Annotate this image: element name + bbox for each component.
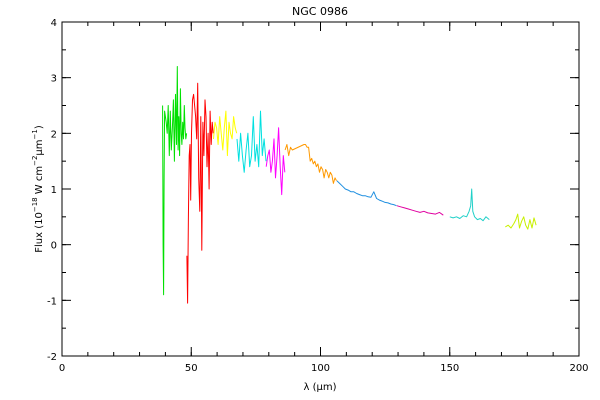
y-axis-label: Flux (10−18 W cm−2μm−1) bbox=[31, 125, 45, 253]
spectrum-segment-9 bbox=[449, 188, 490, 222]
spectrum-segment-7 bbox=[336, 180, 397, 207]
x-axis-ticks: 0 50 100 150 200 bbox=[59, 22, 589, 374]
x-tick-label: 50 bbox=[185, 363, 198, 374]
x-tick-label: 150 bbox=[440, 363, 459, 374]
plot-frame bbox=[61, 21, 580, 357]
x-tick-label: 200 bbox=[569, 363, 588, 374]
y-axis-label-exp2: −2 bbox=[31, 156, 39, 166]
x-tick-label: 100 bbox=[311, 363, 330, 374]
chart-title: NGC 0986 bbox=[292, 5, 348, 18]
y-tick-label: -2 bbox=[47, 352, 57, 363]
y-axis-label-mid1: W cm bbox=[34, 166, 45, 197]
plot-area bbox=[162, 66, 537, 304]
y-axis-label-mid2: μm bbox=[34, 139, 45, 155]
y-axis-ticks: -2 -1 0 1 2 3 4 bbox=[47, 18, 579, 363]
spectrum-segment-1 bbox=[162, 66, 188, 296]
y-tick-label: 1 bbox=[51, 185, 57, 196]
y-axis-label-prefix: Flux (10 bbox=[34, 212, 45, 253]
y-axis-label-exp3: −1 bbox=[31, 129, 39, 139]
y-axis-label-suffix: ) bbox=[34, 125, 45, 129]
y-tick-label: 2 bbox=[51, 129, 57, 140]
spectrum-segment-6 bbox=[284, 144, 337, 184]
y-tick-label: 4 bbox=[51, 18, 57, 29]
spectrum-segment-3 bbox=[213, 110, 238, 157]
y-tick-label: 0 bbox=[51, 241, 57, 252]
spectrum-segment-4 bbox=[236, 110, 267, 173]
spectrum-segment-5 bbox=[265, 127, 286, 196]
y-tick-label: -1 bbox=[47, 296, 57, 307]
spectrum-segment-10 bbox=[505, 213, 537, 230]
x-axis-label: λ (μm) bbox=[303, 382, 336, 393]
spectrum-segment-8 bbox=[396, 205, 444, 216]
x-tick-label: 0 bbox=[59, 363, 65, 374]
spectrum-segment-2 bbox=[186, 82, 214, 304]
y-axis-label-exp1: −18 bbox=[31, 197, 39, 212]
y-tick-label: 3 bbox=[51, 74, 57, 85]
